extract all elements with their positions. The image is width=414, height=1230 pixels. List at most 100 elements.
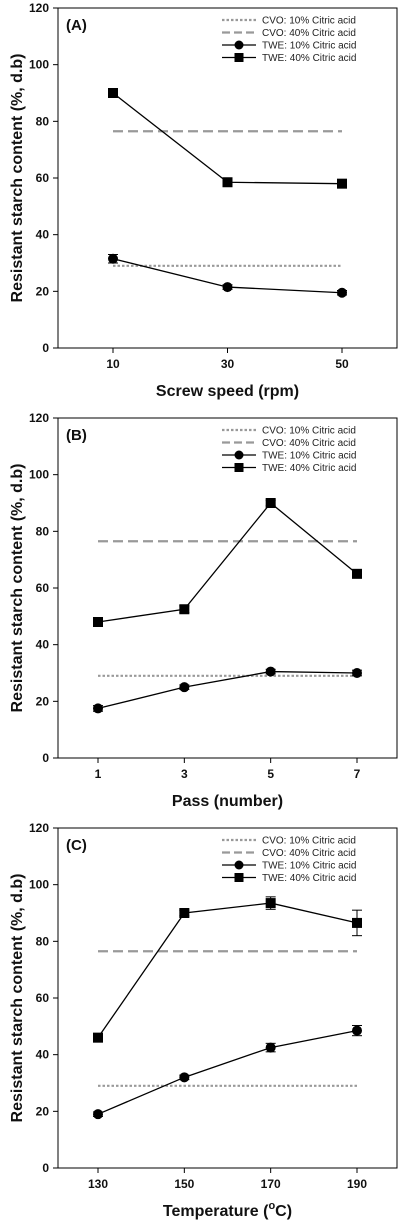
x-axis-title: Temperature (oC) xyxy=(163,1200,292,1220)
series-line xyxy=(97,502,358,623)
x-tick-label: 3 xyxy=(181,767,188,781)
data-point xyxy=(337,287,347,298)
y-axis-title: Resistant starch content (%, d.b) xyxy=(9,464,26,713)
data-point xyxy=(352,917,362,928)
series-line xyxy=(97,670,358,710)
data-point xyxy=(179,908,190,918)
legend-marker xyxy=(234,463,244,472)
legend-label: CVO: 40% Citric acid xyxy=(262,28,356,39)
legend-label: TWE: 40% Citric acid xyxy=(262,873,356,884)
data-point xyxy=(108,253,118,264)
data-point xyxy=(352,568,362,579)
legend-label: TWE: 10% Citric acid xyxy=(262,451,356,462)
x-tick-label: 1 xyxy=(95,767,102,781)
legend-item: TWE: 40% Citric acid xyxy=(222,53,356,64)
legend-marker xyxy=(234,450,244,460)
x-tick-label: 150 xyxy=(174,1177,194,1191)
legend-item: CVO: 40% Citric acid xyxy=(222,28,356,39)
legend-marker xyxy=(234,40,244,50)
y-tick-label: 60 xyxy=(36,991,50,1005)
panel-label: (B) xyxy=(66,427,87,444)
data-point xyxy=(352,668,362,678)
legend-label: CVO: 10% Citric acid xyxy=(262,426,356,437)
legend-marker xyxy=(234,860,244,870)
y-tick-label: 120 xyxy=(29,1,49,15)
chart-panel-0: 0 20 40 60 80 100 120 10 30 50 Screw speed (rpm) Re… xyxy=(9,1,398,400)
data-point xyxy=(265,666,276,677)
legend-item: TWE: 40% Citric acid xyxy=(222,463,356,474)
legend-item: CVO: 10% Citric acid xyxy=(222,426,356,437)
legend-label: TWE: 40% Citric acid xyxy=(262,463,356,474)
x-axis-title-suffix: C) xyxy=(275,1203,292,1220)
panel-label: (A) xyxy=(66,17,87,34)
legend-item: CVO: 10% Citric acid xyxy=(222,836,356,847)
y-tick-label: 100 xyxy=(29,58,49,72)
legend-label: CVO: 10% Citric acid xyxy=(262,16,356,27)
series-3 xyxy=(93,498,362,627)
legend-item: CVO: 40% Citric acid xyxy=(222,848,356,859)
y-tick-label: 0 xyxy=(42,341,49,355)
data-point xyxy=(222,177,233,188)
y-axis-title: Resistant starch content (%, d.b) xyxy=(9,874,26,1123)
data-point xyxy=(93,1109,103,1120)
legend-item: TWE: 10% Citric acid xyxy=(222,40,356,52)
legend-item: CVO: 40% Citric acid xyxy=(222,438,356,449)
x-tick-label: 5 xyxy=(267,767,274,781)
x-axis-title-main: Temperature ( xyxy=(163,1203,269,1220)
data-point xyxy=(179,1072,190,1083)
legend-label: CVO: 40% Citric acid xyxy=(262,438,356,449)
x-tick-label: 190 xyxy=(347,1177,367,1191)
data-point xyxy=(222,282,233,293)
x-tick-label: 30 xyxy=(221,357,235,371)
legend-marker xyxy=(234,873,244,882)
data-point xyxy=(265,898,276,909)
legend-item: TWE: 10% Citric acid xyxy=(222,860,356,872)
panel-label: (C) xyxy=(66,837,87,854)
series-2 xyxy=(108,253,347,298)
x-axis-title-superscript: o xyxy=(268,1200,275,1212)
legend-item: TWE: 40% Citric acid xyxy=(222,873,356,884)
x-axis-title: Screw speed (rpm) xyxy=(156,383,299,400)
x-axis-title-main: Pass (number) xyxy=(172,793,283,810)
x-tick-label: 130 xyxy=(88,1177,108,1191)
series-3 xyxy=(93,896,362,1043)
data-point xyxy=(179,604,190,615)
data-point xyxy=(108,88,118,98)
data-point xyxy=(93,617,103,627)
y-tick-label: 60 xyxy=(36,581,50,595)
y-tick-label: 20 xyxy=(36,284,50,298)
y-axis-title: Resistant starch content (%, d.b) xyxy=(9,54,26,303)
data-point xyxy=(265,498,276,508)
series-line xyxy=(97,902,358,1039)
series-line xyxy=(97,1029,358,1115)
data-point xyxy=(93,1032,103,1043)
series-2 xyxy=(93,1024,362,1120)
y-tick-label: 120 xyxy=(29,411,49,425)
chart-panel-2: 0 20 40 60 80 100 120 130 150 170 190 Temperature (… xyxy=(9,821,398,1220)
y-tick-label: 80 xyxy=(36,524,50,538)
legend-label: TWE: 10% Citric acid xyxy=(262,41,356,52)
y-tick-label: 40 xyxy=(36,1048,50,1062)
x-tick-label: 50 xyxy=(335,357,349,371)
chart-panel-1: 0 20 40 60 80 100 120 1 3 5 7 Pass (number) Resistan… xyxy=(9,411,398,810)
y-tick-label: 20 xyxy=(36,1104,50,1118)
data-point xyxy=(179,682,190,693)
y-tick-label: 100 xyxy=(29,468,49,482)
x-axis-title: Pass (number) xyxy=(172,793,283,810)
legend-item: CVO: 10% Citric acid xyxy=(222,16,356,27)
data-point xyxy=(337,178,347,189)
legend-label: TWE: 10% Citric acid xyxy=(262,861,356,872)
y-tick-label: 0 xyxy=(42,751,49,765)
y-tick-label: 80 xyxy=(36,114,50,128)
series-2 xyxy=(93,666,362,714)
legend-item: TWE: 10% Citric acid xyxy=(222,450,356,462)
legend-label: TWE: 40% Citric acid xyxy=(262,53,356,64)
series-line xyxy=(112,92,343,185)
x-axis-title-main: Screw speed (rpm) xyxy=(156,383,299,400)
data-point xyxy=(352,1025,362,1036)
legend-label: CVO: 40% Citric acid xyxy=(262,848,356,859)
